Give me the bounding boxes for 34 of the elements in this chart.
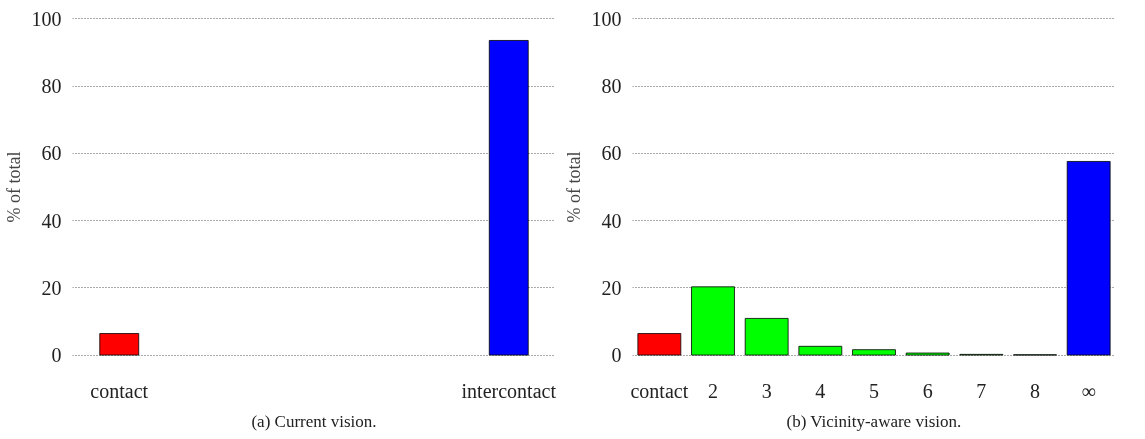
y-tick-label: 20 bbox=[601, 276, 622, 299]
x-tick-label: 4 bbox=[815, 379, 826, 402]
bar bbox=[637, 333, 682, 356]
x-tick-label: contact bbox=[90, 379, 149, 402]
bar bbox=[691, 286, 735, 356]
bar bbox=[798, 345, 843, 356]
y-tick-label: 80 bbox=[601, 75, 622, 98]
x-tick-label: 7 bbox=[976, 379, 987, 402]
bar bbox=[905, 352, 950, 356]
bar bbox=[852, 349, 896, 356]
y-tick-label: 100 bbox=[591, 7, 622, 30]
y-tick-label: 40 bbox=[41, 209, 62, 232]
y-tick-label: 80 bbox=[41, 75, 62, 98]
y-tick-label: 60 bbox=[41, 142, 62, 165]
x-tick-label: 5 bbox=[869, 379, 879, 402]
bar bbox=[744, 318, 789, 356]
y-tick-label: 60 bbox=[601, 142, 622, 165]
y-tick-label: 20 bbox=[41, 276, 62, 299]
y-tick-label: 0 bbox=[51, 344, 62, 367]
x-tick-label: 8 bbox=[1030, 379, 1040, 402]
x-tick-label: 2 bbox=[708, 379, 718, 402]
y-tick-label: 100 bbox=[31, 7, 62, 30]
x-tick-label: 3 bbox=[761, 379, 772, 402]
bar bbox=[1066, 161, 1111, 356]
text: (b) Vicinity-aware vision. bbox=[786, 411, 962, 431]
x-tick-label: intercontact bbox=[461, 379, 557, 402]
x-tick-label: ∞ bbox=[1081, 379, 1096, 402]
text: (a) Current vision. bbox=[251, 411, 377, 431]
y-axis-title: % of total bbox=[563, 151, 584, 223]
x-tick-label: contact bbox=[630, 379, 689, 402]
y-tick-label: 40 bbox=[601, 209, 622, 232]
y-axis-title: % of total bbox=[3, 151, 24, 223]
y-tick-label: 0 bbox=[611, 344, 622, 367]
x-tick-label: 6 bbox=[922, 379, 933, 402]
